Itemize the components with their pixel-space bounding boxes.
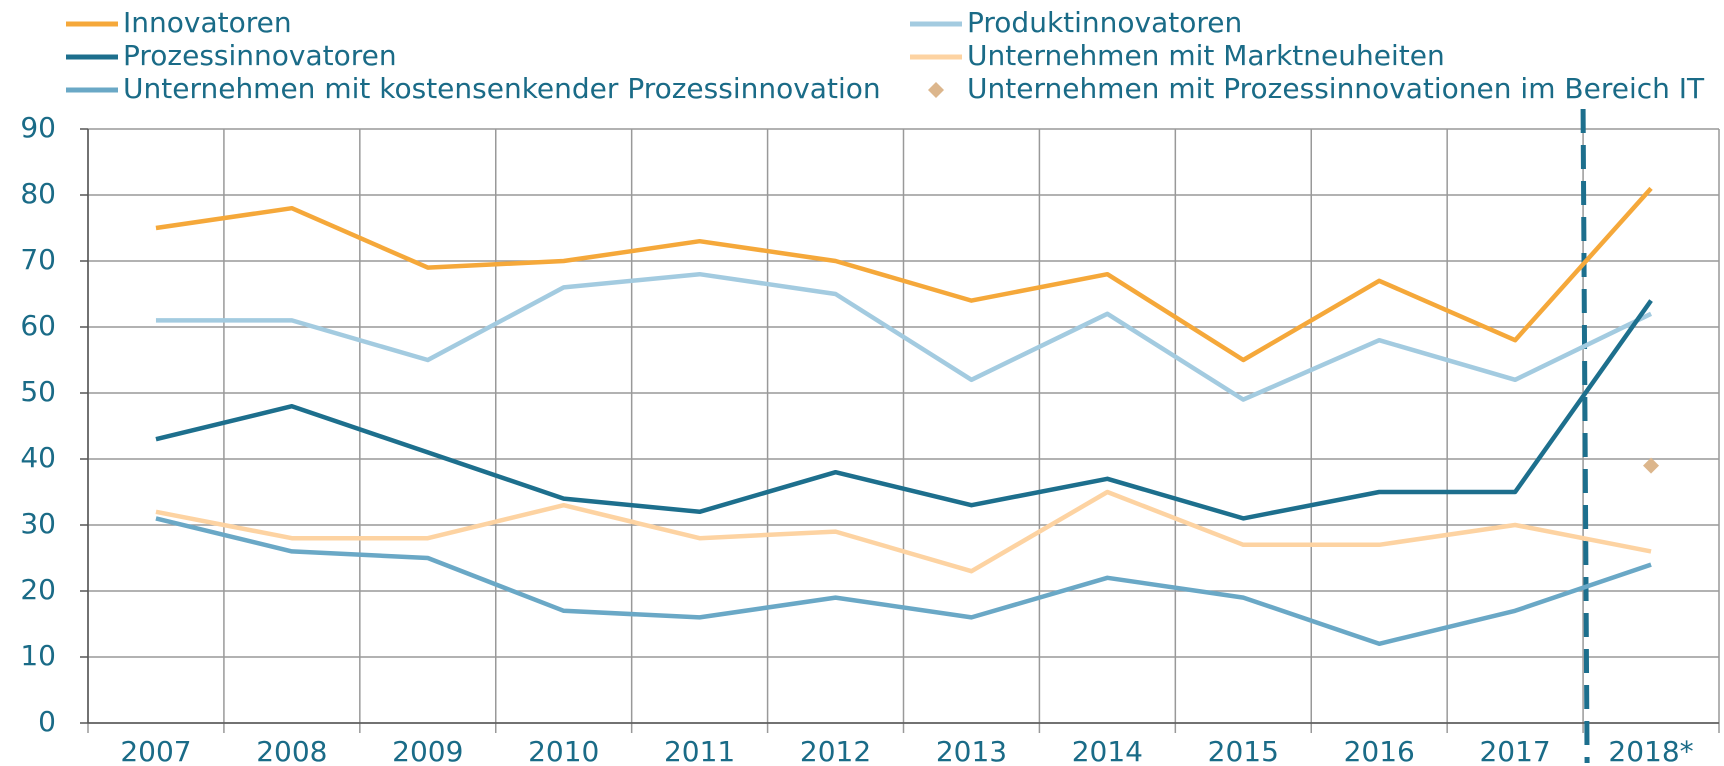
y-tick-label: 80 xyxy=(20,177,56,210)
legend-label: Unternehmen mit Prozessinnovationen im B… xyxy=(967,72,1705,105)
x-tick-label: 2014 xyxy=(1072,735,1143,766)
y-tick-label: 0 xyxy=(38,705,56,738)
forecast-separator xyxy=(1580,108,1590,764)
y-tick-label: 50 xyxy=(20,375,56,408)
x-tick-label: 2010 xyxy=(528,735,599,766)
x-tick-label: 2013 xyxy=(936,735,1007,766)
y-tick-label: 20 xyxy=(20,573,56,606)
y-tick-label: 10 xyxy=(20,639,56,672)
x-tick-label: 2015 xyxy=(1208,735,1279,766)
legend-marker xyxy=(928,82,944,98)
y-tick-label: 60 xyxy=(20,309,56,342)
legend-label: Prozessinnovatoren xyxy=(123,39,397,72)
data-line xyxy=(155,299,1653,521)
data-line xyxy=(155,186,1653,363)
y-tick-label: 30 xyxy=(20,507,56,540)
x-tick-label: 2016 xyxy=(1344,735,1415,766)
x-tick-label: 2012 xyxy=(800,735,871,766)
x-tick-label: 2011 xyxy=(664,735,735,766)
data-line xyxy=(155,489,1652,574)
data-line xyxy=(155,271,1653,402)
legend-label: Unternehmen mit Marktneuheiten xyxy=(967,39,1445,72)
legend-label: Produktinnovatoren xyxy=(967,6,1242,39)
x-tick-label: 2008 xyxy=(256,735,327,766)
x-tick-label: 2018* xyxy=(1608,735,1693,766)
y-tick-label: 40 xyxy=(20,441,56,474)
x-tick-label: 2009 xyxy=(392,735,463,766)
legend-label: Unternehmen mit kostensenkender Prozessi… xyxy=(123,72,881,105)
data-line xyxy=(155,516,1652,647)
x-tick-label: 2007 xyxy=(120,735,191,766)
data-point xyxy=(1643,457,1660,474)
y-tick-label: 90 xyxy=(20,111,56,144)
legend-label: Innovatoren xyxy=(123,6,292,39)
x-tick-label: 2017 xyxy=(1479,735,1550,766)
y-tick-label: 70 xyxy=(20,243,56,276)
